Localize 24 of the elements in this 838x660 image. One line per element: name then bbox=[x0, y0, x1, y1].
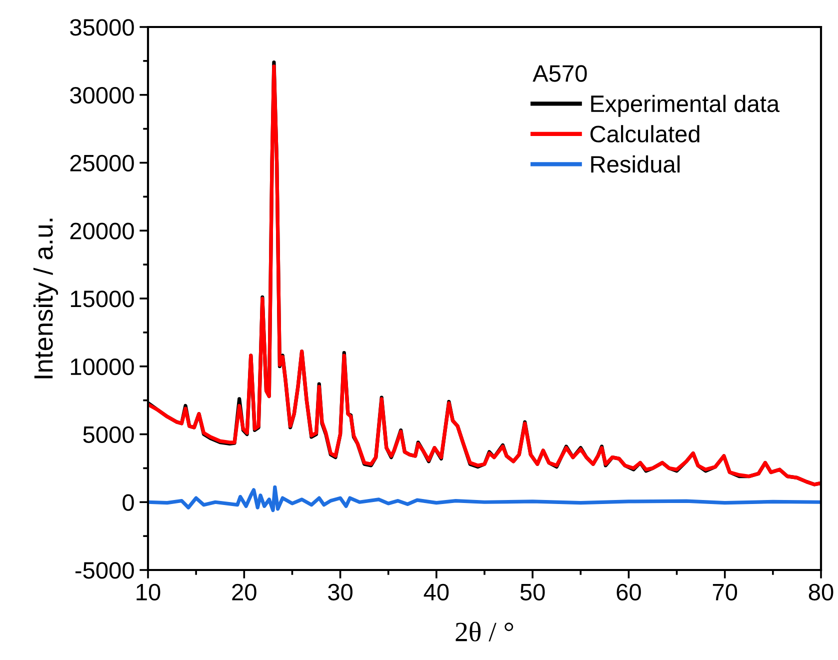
x-tick-label: 20 bbox=[232, 584, 256, 601]
x-tick-label: 80 bbox=[808, 584, 834, 601]
y-tick-label: 0 bbox=[122, 494, 134, 511]
legend-title: A570 bbox=[532, 65, 587, 82]
legend-label: Residual bbox=[591, 155, 680, 173]
y-tick-label: -5000 bbox=[75, 562, 134, 579]
legend-label: Experimental data bbox=[591, 94, 780, 117]
x-tick-label: 70 bbox=[712, 584, 738, 601]
y-tick-label: 20000 bbox=[70, 222, 134, 240]
x-tick-label: 50 bbox=[520, 584, 545, 601]
legend-label: Calculated bbox=[590, 125, 700, 142]
y-tick-label: 35000 bbox=[70, 19, 134, 36]
y-tick-label: 25000 bbox=[70, 154, 134, 172]
y-tick-label: 10000 bbox=[70, 358, 134, 376]
line-series bbox=[148, 485, 821, 512]
x-tick-label: 30 bbox=[328, 584, 352, 601]
x-tick-label: 10 bbox=[136, 584, 160, 601]
x-tick-label: 40 bbox=[424, 584, 449, 601]
y-tick-label: 5000 bbox=[83, 426, 134, 444]
y-tick-label: 15000 bbox=[70, 290, 134, 308]
y-tick-label: 30000 bbox=[70, 86, 134, 104]
x-axis-title: 2θ / ° bbox=[456, 622, 514, 642]
y-axis-title: Intensity / a.u. bbox=[33, 218, 58, 378]
x-tick-label: 60 bbox=[616, 584, 641, 601]
